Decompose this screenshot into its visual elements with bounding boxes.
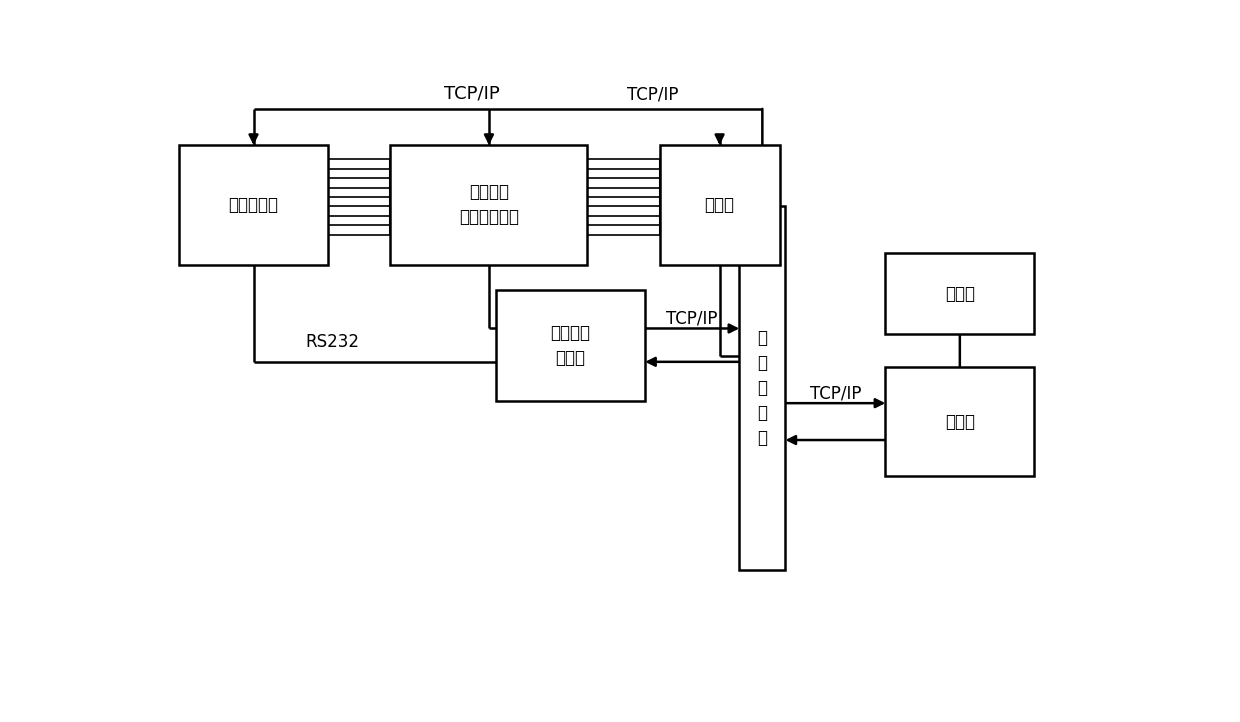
Text: 被测设备
（配电终端）: 被测设备 （配电终端） — [459, 183, 520, 226]
Bar — [885, 253, 1034, 334]
Bar — [179, 145, 327, 264]
Bar — [739, 206, 785, 570]
Text: TCP/IP: TCP/IP — [444, 84, 500, 103]
Bar — [391, 145, 588, 264]
Text: 串口通信
服务器: 串口通信 服务器 — [551, 323, 590, 367]
Text: 打印机: 打印机 — [945, 284, 975, 303]
Text: RS232: RS232 — [306, 334, 360, 352]
Text: TCP/IP: TCP/IP — [626, 86, 678, 104]
Text: TCP/IP: TCP/IP — [666, 310, 718, 328]
Text: 网
络
交
换
机: 网 络 交 换 机 — [758, 329, 768, 447]
Text: 模拟断路器: 模拟断路器 — [228, 196, 279, 214]
Bar — [885, 367, 1034, 476]
Bar — [496, 290, 645, 401]
Bar — [660, 145, 780, 264]
Text: 服务器: 服务器 — [945, 412, 975, 430]
Text: TCP/IP: TCP/IP — [810, 384, 861, 402]
Text: 标准源: 标准源 — [704, 196, 734, 214]
